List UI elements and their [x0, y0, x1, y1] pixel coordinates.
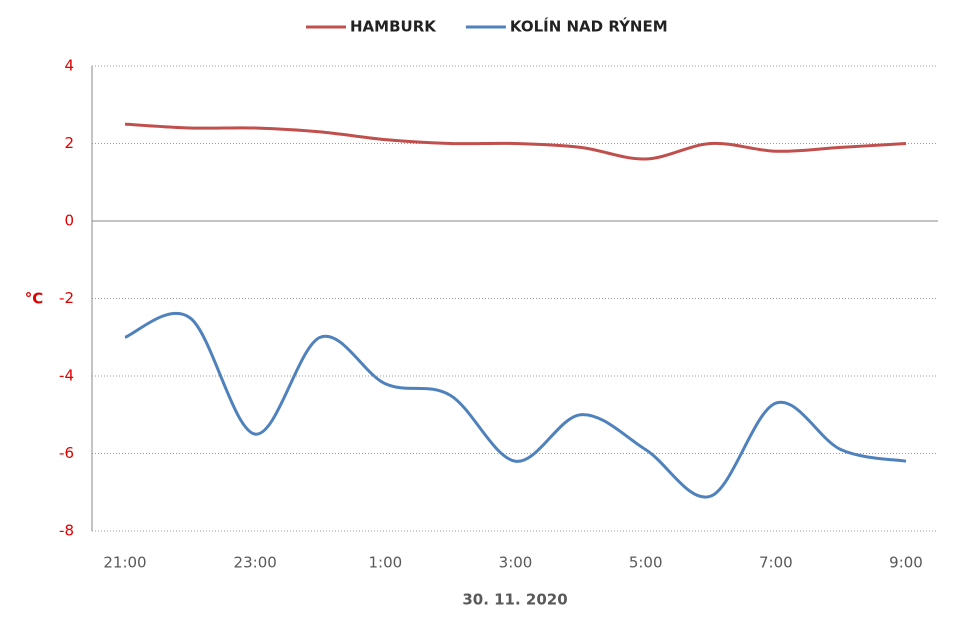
x-tick-label: 9:00 — [889, 554, 923, 572]
x-tick-label: 23:00 — [234, 554, 277, 572]
y-tick-label: 0 — [64, 212, 74, 230]
legend-label: HAMBURK — [350, 18, 437, 36]
x-tick-label: 5:00 — [629, 554, 663, 572]
x-tick-label: 3:00 — [499, 554, 533, 572]
x-tick-label: 7:00 — [759, 554, 793, 572]
y-axis-label: °C — [25, 290, 44, 308]
x-axis-label: 30. 11. 2020 — [462, 591, 567, 609]
y-tick-label: -8 — [59, 522, 74, 540]
legend-label: KOLÍN NAD RÝNEM — [510, 17, 668, 36]
y-tick-label: 2 — [64, 134, 74, 152]
y-tick-label: -4 — [59, 367, 74, 385]
series-line — [124, 311, 907, 499]
series-line — [124, 122, 907, 161]
y-tick-label: -6 — [59, 444, 74, 462]
y-tick-label: -2 — [59, 289, 74, 307]
x-tick-label: 21:00 — [103, 554, 146, 572]
x-tick-label: 1:00 — [368, 554, 402, 572]
y-tick-label: 4 — [64, 57, 74, 75]
